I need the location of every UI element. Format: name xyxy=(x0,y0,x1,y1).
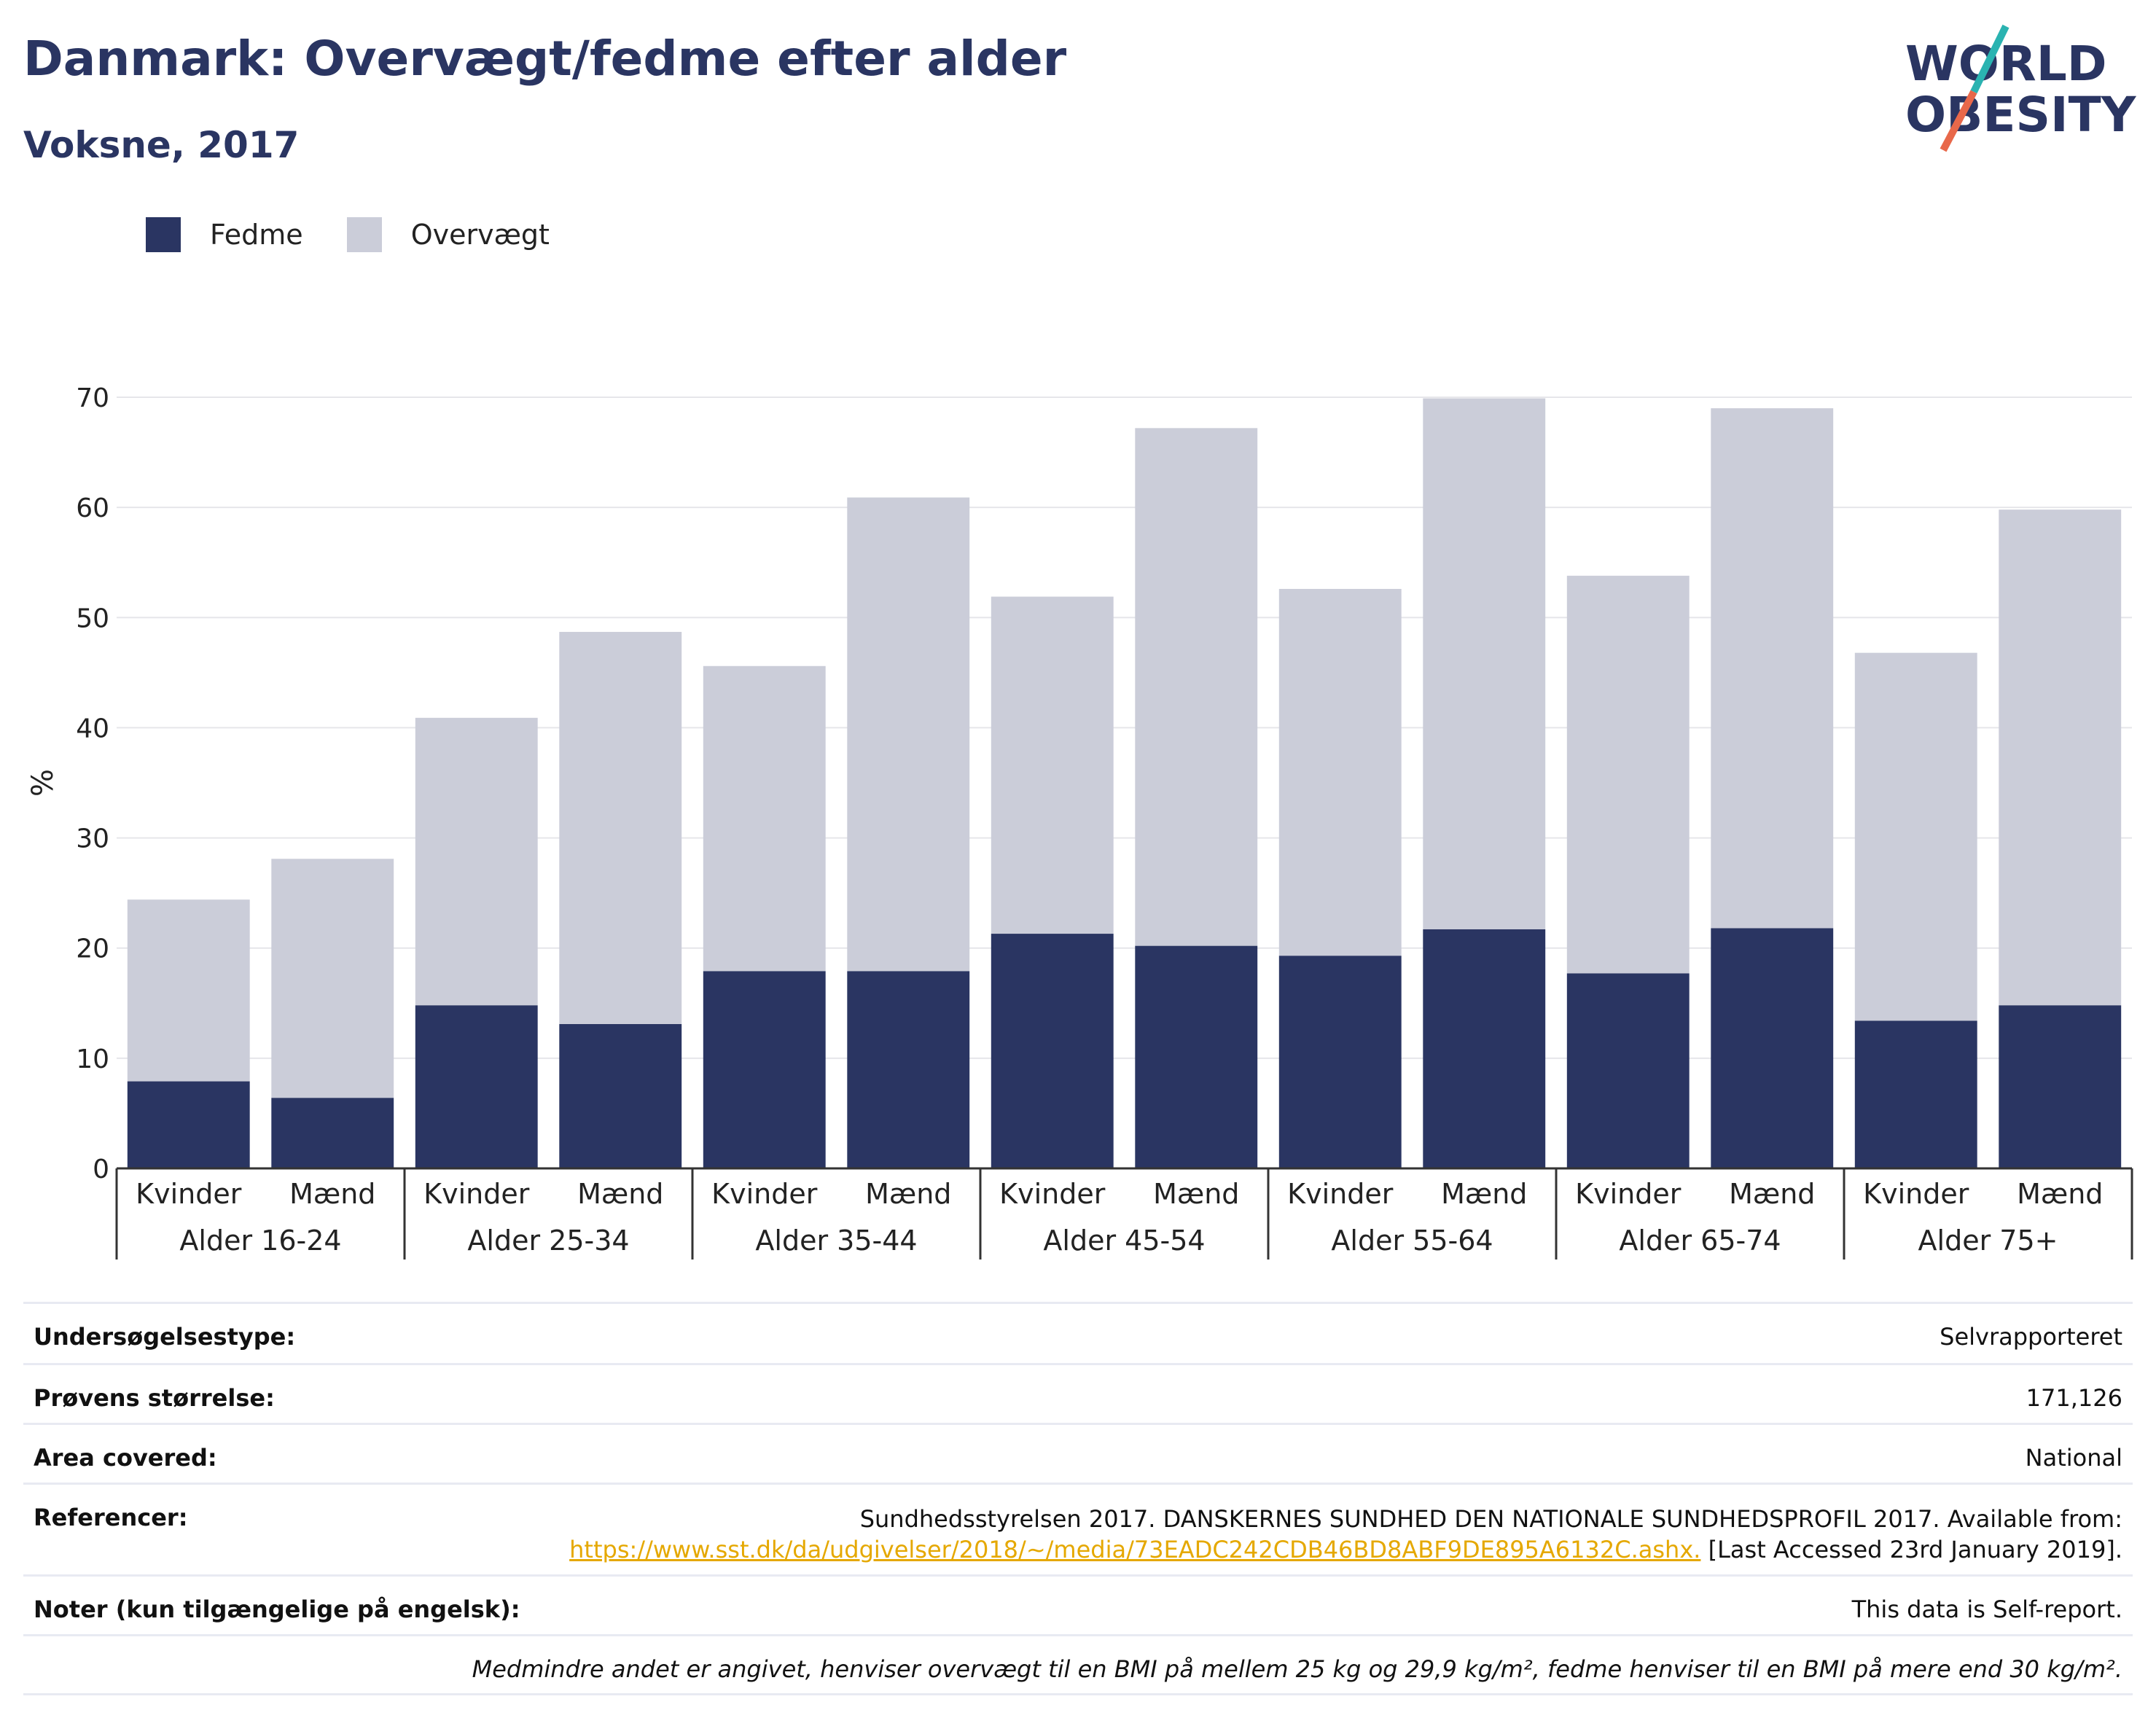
x-tick-label: Kvinder xyxy=(1575,1178,1682,1210)
info-label: Area covered: xyxy=(34,1444,217,1472)
bar-fedme xyxy=(415,1005,538,1168)
chart-legend: Fedme Overvægt xyxy=(146,217,593,252)
group-label: Alder 16-24 xyxy=(179,1225,341,1257)
bar-overvaegt xyxy=(1566,575,1690,974)
y-tick-label: 40 xyxy=(76,714,109,743)
page-subtitle: Voksne, 2017 xyxy=(23,124,300,166)
y-tick-label: 70 xyxy=(76,383,109,413)
legend-swatch-overvaegt xyxy=(346,217,382,252)
x-tick-label: Mænd xyxy=(1729,1178,1815,1210)
bar-overvaegt xyxy=(1854,652,1977,1021)
reference-text-2: [Last Accessed 23rd January 2019]. xyxy=(1708,1536,2122,1563)
x-tick-label: Kvinder xyxy=(999,1178,1106,1210)
bar-overvaegt xyxy=(559,631,682,1025)
group-label: Alder 75+ xyxy=(1918,1225,2058,1257)
logo-slash-bottom xyxy=(1940,90,1977,152)
legend-label-fedme: Fedme xyxy=(210,219,303,251)
bar-overvaegt xyxy=(991,596,1114,934)
group-label: Alder 55-64 xyxy=(1331,1225,1493,1257)
x-tick-label: Mænd xyxy=(1153,1178,1239,1210)
x-tick-label: Kvinder xyxy=(1287,1178,1394,1210)
bar-overvaegt xyxy=(1423,398,1546,930)
info-row-footnote: Medmindre andet er angivet, henviser ove… xyxy=(23,1634,2133,1695)
bar-fedme xyxy=(1135,945,1258,1168)
logo-line1: WORLD xyxy=(1905,36,2107,92)
logo-slash-top xyxy=(1970,24,2009,94)
x-tick-label: Mænd xyxy=(865,1178,951,1210)
legend-swatch-fedme xyxy=(146,217,181,252)
bar-fedme xyxy=(1423,929,1546,1168)
x-tick-label: Kvinder xyxy=(1863,1178,1969,1210)
bar-fedme xyxy=(703,971,826,1168)
group-label: Alder 45-54 xyxy=(1043,1225,1205,1257)
reference-link[interactable]: https://www.sst.dk/da/udgivelser/2018/~/… xyxy=(569,1536,1701,1563)
group-label: Alder 65-74 xyxy=(1619,1225,1781,1257)
info-value: Selvrapporteret xyxy=(1940,1323,2122,1351)
logo-line2: OBESITY xyxy=(1905,87,2137,143)
y-tick-label: 30 xyxy=(76,824,109,854)
legend-item-fedme[interactable]: Fedme xyxy=(146,217,303,252)
y-tick-label: 0 xyxy=(93,1155,109,1184)
info-value: 171,126 xyxy=(2026,1384,2122,1412)
legend-item-overvaegt[interactable]: Overvægt xyxy=(346,217,550,252)
bar-fedme xyxy=(991,934,1114,1168)
bar-overvaegt xyxy=(127,899,250,1082)
info-row-references: Referencer: Sundhedsstyrelsen 2017. DANS… xyxy=(23,1483,2133,1574)
group-label: Alder 35-44 xyxy=(755,1225,917,1257)
bar-fedme xyxy=(1999,1005,2122,1168)
bar-overvaegt xyxy=(1135,428,1258,946)
bar-overvaegt xyxy=(703,665,826,972)
footnote: Medmindre andet er angivet, henviser ove… xyxy=(472,1655,2122,1683)
bar-overvaegt xyxy=(271,859,394,1098)
info-label: Noter (kun tilgængelige på engelsk): xyxy=(34,1596,520,1623)
reference-text: Sundhedsstyrelsen 2017. DANSKERNES SUNDH… xyxy=(569,1504,2122,1565)
info-label: Undersøgelsestype: xyxy=(34,1323,296,1351)
info-table: Undersøgelsestype: Selvrapporteret Prøve… xyxy=(23,1302,2133,1695)
x-tick-label: Kvinder xyxy=(136,1178,242,1210)
y-tick-label: 10 xyxy=(76,1044,109,1074)
group-label: Alder 25-34 xyxy=(467,1225,629,1257)
info-label: Prøvens størrelse: xyxy=(34,1384,275,1412)
info-row-sample-size: Prøvens størrelse: 171,126 xyxy=(23,1363,2133,1423)
info-row-notes: Noter (kun tilgængelige på engelsk): Thi… xyxy=(23,1574,2133,1634)
y-tick-label: 20 xyxy=(76,934,109,964)
x-tick-label: Kvinder xyxy=(711,1178,818,1210)
x-tick-label: Mænd xyxy=(2017,1178,2103,1210)
y-tick-label: 60 xyxy=(76,493,109,523)
info-row-survey-type: Undersøgelsestype: Selvrapporteret xyxy=(23,1302,2133,1363)
x-tick-label: Mænd xyxy=(577,1178,663,1210)
legend-label-overvaegt: Overvægt xyxy=(410,219,550,251)
y-axis-label: % xyxy=(26,769,60,797)
x-tick-label: Mænd xyxy=(1441,1178,1527,1210)
page-title: Danmark: Overvægt/fedme efter alder xyxy=(23,31,1067,87)
x-tick-label: Kvinder xyxy=(423,1178,530,1210)
bar-fedme xyxy=(127,1081,250,1168)
bar-overvaegt xyxy=(847,497,970,972)
y-tick-label: 50 xyxy=(76,604,109,633)
info-value: National xyxy=(2025,1444,2122,1472)
bar-fedme xyxy=(271,1098,394,1168)
bar-overvaegt xyxy=(1999,509,2122,1006)
bar-fedme xyxy=(847,971,970,1168)
world-obesity-logo: WORLD OBESITY xyxy=(1905,24,2137,152)
bar-fedme xyxy=(1566,973,1690,1168)
info-label: Referencer: xyxy=(34,1504,188,1531)
x-tick-label: Mænd xyxy=(289,1178,375,1210)
bar-chart: 0 10 20 30 40 50 60 70% Kvinder Mænd Kvinder Mænd Kv… xyxy=(26,383,2133,1260)
reference-text-1: Sundhedsstyrelsen 2017. DANSKERNES SUNDH… xyxy=(859,1505,2122,1533)
bar-overvaegt xyxy=(1278,588,1402,956)
info-row-area: Area covered: National xyxy=(23,1423,2133,1483)
bar-fedme xyxy=(1278,956,1402,1168)
bar-overvaegt xyxy=(415,717,538,1006)
bar-fedme xyxy=(559,1024,682,1168)
bar-fedme xyxy=(1711,928,1834,1168)
bar-fedme xyxy=(1854,1020,1977,1168)
info-value: This data is Self-report. xyxy=(1851,1596,2122,1623)
bar-overvaegt xyxy=(1711,408,1834,929)
